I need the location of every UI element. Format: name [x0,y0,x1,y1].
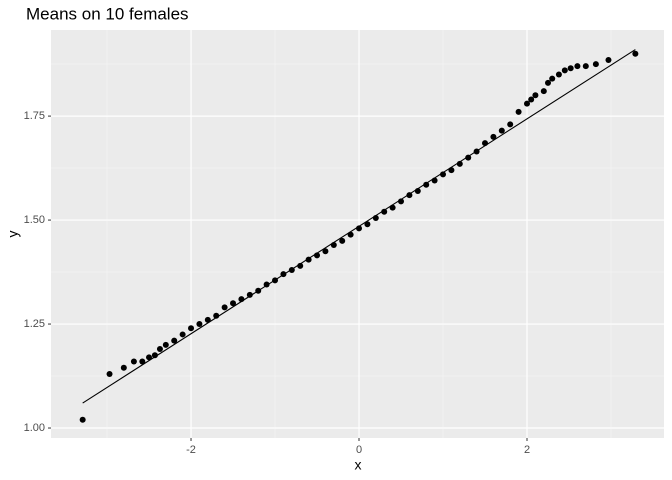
x-axis-label: x [355,457,362,473]
point [632,50,639,57]
point [151,352,158,359]
point [221,304,228,311]
point [515,108,522,115]
point [490,133,497,140]
point [465,154,472,161]
panel [51,30,664,438]
point [605,56,612,63]
reference-line [82,49,636,404]
point [339,237,346,244]
point [188,325,195,332]
x-tick-label: 0 [356,444,362,456]
point [179,331,186,338]
point [555,71,562,78]
point [567,65,574,72]
point [507,121,514,128]
point [106,370,113,377]
point [440,171,447,178]
y-tick-label: 1.50 [24,214,45,226]
point [561,67,568,74]
y-tick-label: 1.25 [24,318,45,330]
point [230,300,237,307]
point [592,61,599,68]
point [582,63,589,70]
y-axis-label: y [5,231,21,238]
y-tick-label: 1.00 [24,422,45,434]
point [120,364,127,371]
x-tick-label: 2 [524,444,530,456]
point [549,75,556,82]
point [171,337,178,344]
point [423,181,430,188]
point [528,96,535,103]
point [130,358,137,365]
point [204,316,211,323]
point [381,208,388,215]
point [162,341,169,348]
point [524,100,531,107]
point [196,321,203,328]
point [364,221,371,228]
x-tick-label: -2 [186,444,196,456]
chart-title: Means on 10 females [26,4,189,23]
point [246,291,253,298]
point [498,127,505,134]
point [156,345,163,352]
point [79,416,86,423]
point [574,63,581,70]
point [146,354,153,361]
point [532,92,539,99]
point [545,79,552,86]
point [139,358,146,365]
point [540,88,547,95]
y-tick-label: 1.75 [24,110,45,122]
point [322,248,329,255]
point [389,204,396,211]
